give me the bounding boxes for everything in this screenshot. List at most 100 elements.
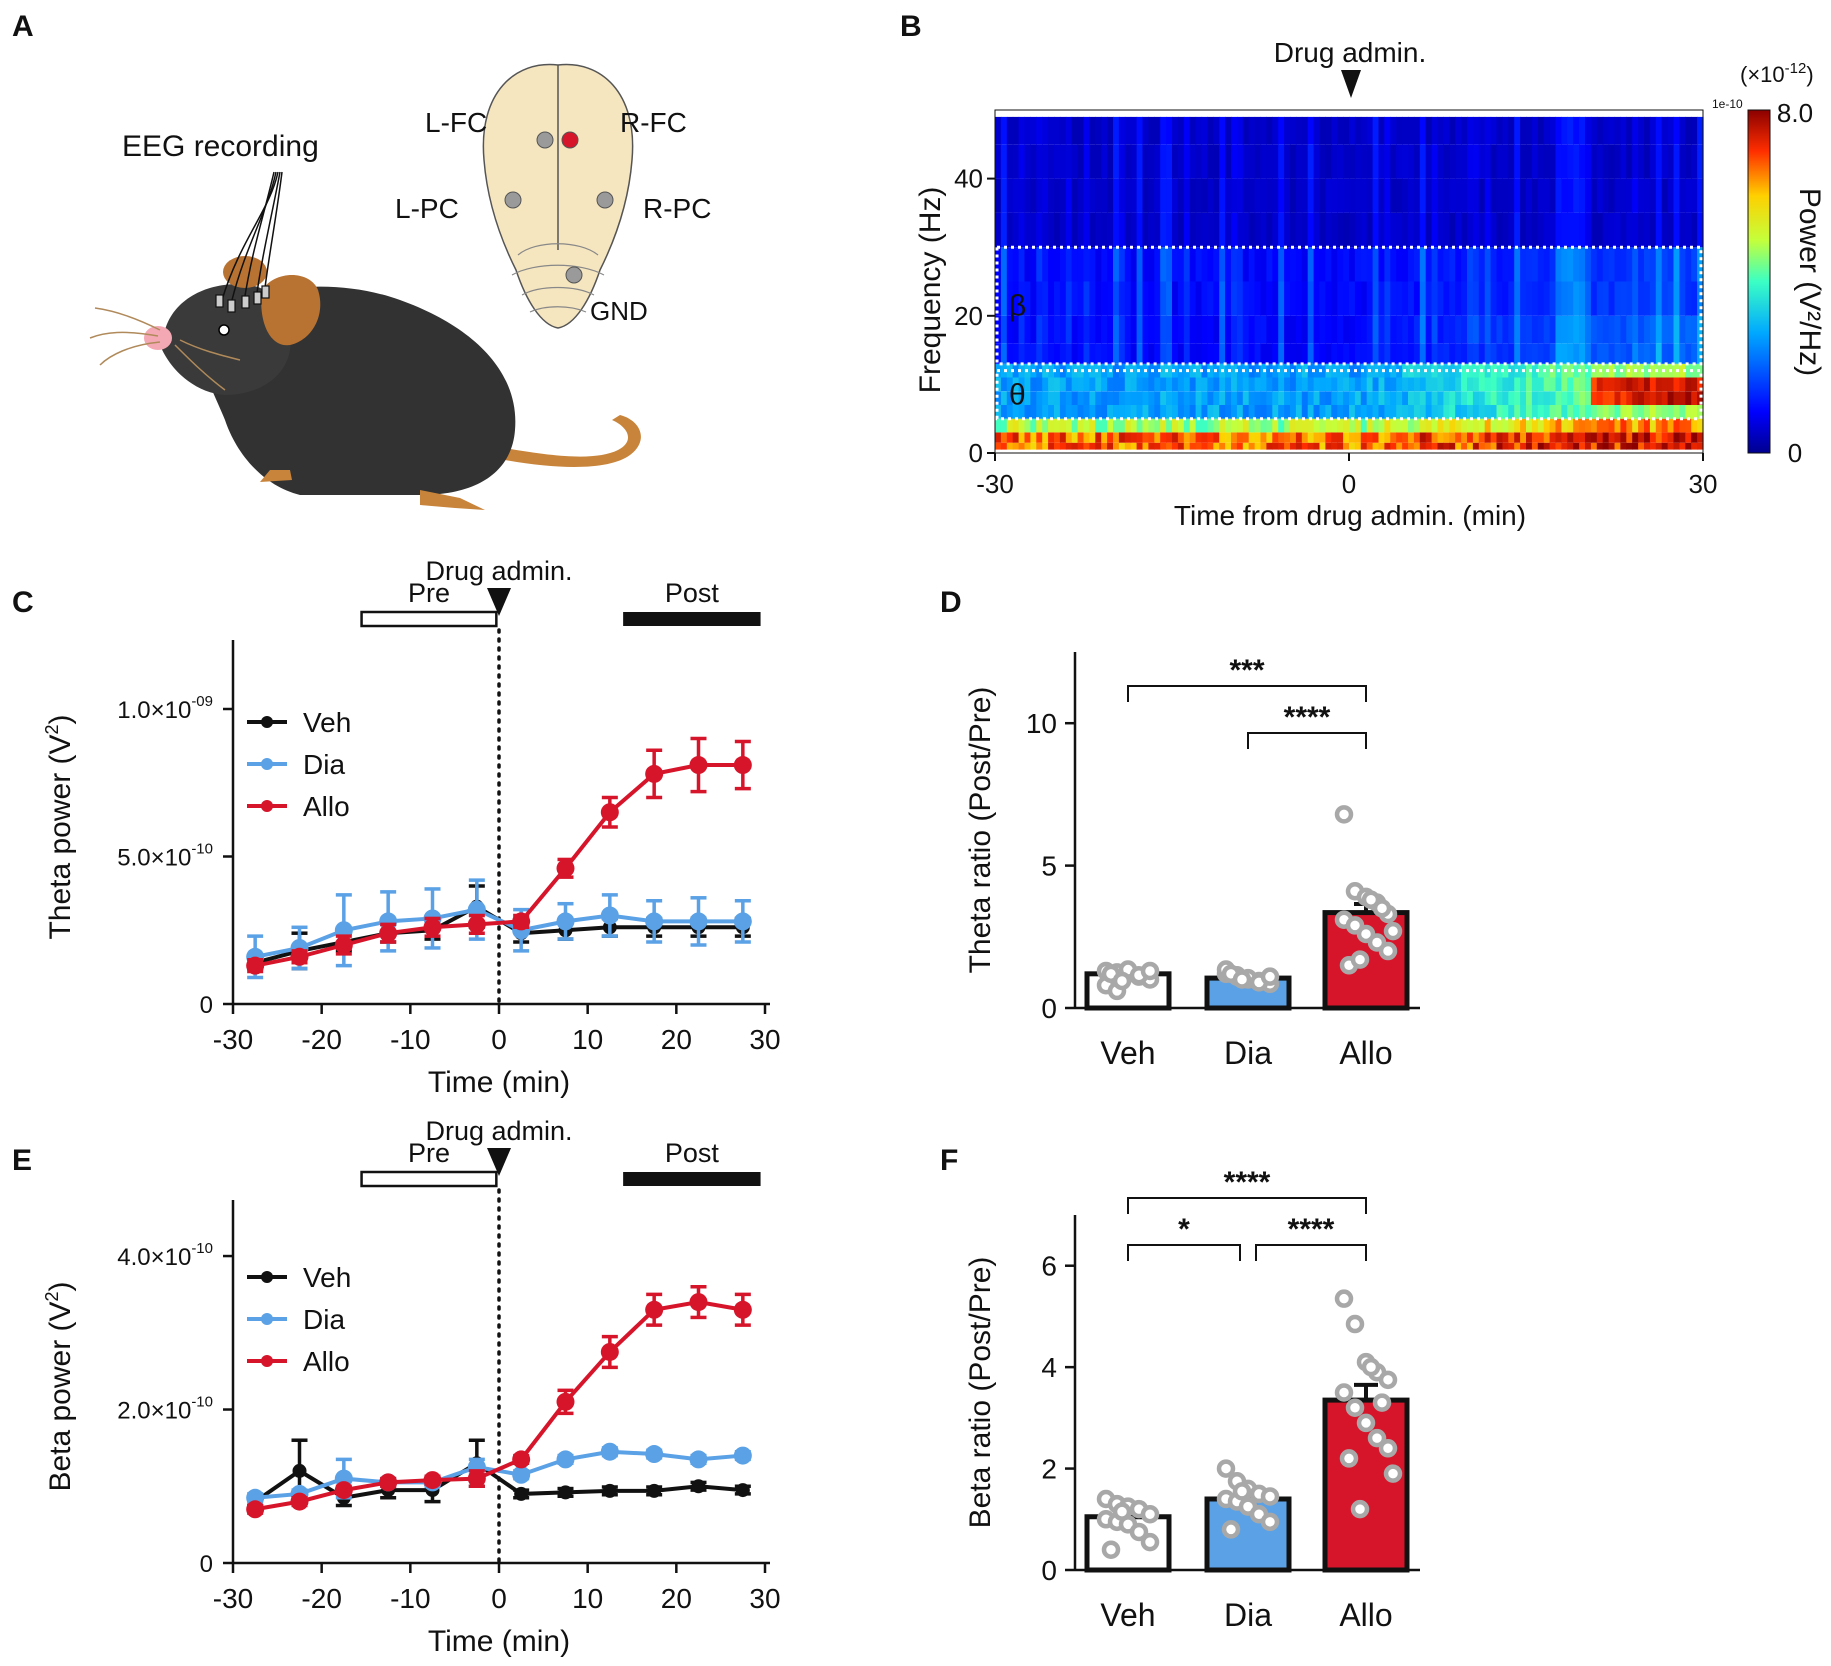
heatmap-cell [1366, 405, 1374, 419]
heatmap-cell [1425, 343, 1433, 364]
heatmap-cell [1319, 343, 1326, 364]
heatmap-cell [1579, 363, 1586, 378]
heatmap-cell [1172, 442, 1179, 450]
heatmap-cell [1189, 178, 1197, 213]
heatmap-cell [1449, 343, 1456, 364]
post-label: Post [665, 1138, 720, 1168]
heatmap-cell [1018, 144, 1026, 179]
heatmap-cell [1496, 247, 1503, 282]
heatmap-cell [1301, 144, 1309, 179]
heatmap-cell [1602, 405, 1610, 419]
heatmap-cell [1136, 418, 1144, 433]
heatmap-cell [1272, 144, 1279, 179]
heatmap-cell [1024, 247, 1031, 282]
heatmap-cell [1189, 377, 1197, 392]
heatmap-cell [1549, 315, 1557, 344]
heatmap-cell [1402, 247, 1409, 282]
ytick-label: 2 [1041, 1454, 1057, 1485]
heatmap-cell [1071, 432, 1079, 443]
heatmap-cell [1679, 391, 1686, 405]
data-point-dia [645, 1445, 664, 1464]
heatmap-cell [1177, 418, 1185, 433]
heatmap-cell [1472, 442, 1480, 450]
label-lfc: L-FC [425, 107, 487, 138]
heatmap-cell [1242, 432, 1250, 443]
heatmap-cell [1579, 377, 1586, 392]
heatmap-cell [1278, 343, 1285, 364]
heatmap-cell [1626, 247, 1633, 282]
heatmap-cell [1496, 212, 1503, 248]
heatmap-cell [1573, 281, 1580, 316]
heatmap-cell [1632, 178, 1639, 213]
heatmap-cell [1337, 212, 1344, 248]
heatmap-cell [1242, 116, 1250, 145]
legend-marker [261, 800, 273, 812]
mouse-tail [505, 415, 641, 467]
heatmap-cell [995, 418, 1002, 433]
heatmap-cell [1331, 442, 1338, 450]
heatmap-cell [1054, 405, 1061, 419]
heatmap-cell [1077, 432, 1085, 443]
heatmap-cell [1248, 116, 1256, 145]
heatmap-cell [1419, 247, 1427, 282]
data-point-dia [689, 1450, 708, 1469]
heatmap-cell [1490, 418, 1498, 433]
heatmap-cell [1042, 178, 1049, 213]
data-point-dia [556, 1450, 575, 1469]
legend-label-allo: Allo [303, 791, 350, 822]
heatmap-cell [1213, 212, 1220, 248]
heatmap-cell [1189, 212, 1197, 248]
heatmap-cell [1691, 442, 1698, 450]
heatmap-cell [1349, 247, 1356, 282]
heatmap-cell [1325, 343, 1332, 364]
heatmap-cell [1608, 247, 1616, 282]
heatmap-cell [1508, 116, 1515, 145]
heatmap-cell [1166, 418, 1173, 433]
heatmap-cell [1207, 391, 1214, 405]
heatmap-cell [1561, 116, 1568, 145]
heatmap-cell [995, 432, 1002, 443]
heatmap-cell [1384, 247, 1391, 282]
heatmap-cell [1596, 281, 1604, 316]
heatmap-cell [1319, 418, 1326, 433]
xtick-label: 20 [661, 1583, 692, 1614]
heatmap-cell [1685, 377, 1692, 392]
heatmap-cell [1136, 377, 1144, 392]
heatmap-cell [1148, 144, 1155, 179]
heatmap-cell [1425, 144, 1433, 179]
heatmap-cell [1036, 212, 1043, 248]
heatmap-cell [1337, 391, 1344, 405]
heatmap-cell [1490, 442, 1498, 450]
heatmap-cell [1113, 281, 1120, 316]
heatmap-cell [1620, 116, 1627, 145]
heatmap-cell [1006, 391, 1014, 405]
heatmap-cell [1059, 391, 1067, 405]
heatmap-cell [1455, 144, 1462, 179]
heatmap-cell [1543, 391, 1551, 405]
heatmap-cell [1496, 405, 1503, 419]
heatmap-cell [1337, 442, 1344, 450]
heatmap-cell [1154, 418, 1161, 433]
heatmap-cell [1366, 178, 1374, 213]
heatmap-cell [1655, 281, 1663, 316]
heatmap-cell [1543, 377, 1551, 392]
heatmap-cell [1272, 432, 1279, 443]
heatmap-cell [1413, 247, 1421, 282]
heatmap-cell [1254, 442, 1262, 450]
heatmap-cell [1024, 281, 1031, 316]
heatmap-cell [1567, 116, 1574, 145]
heatmap-cell [1467, 144, 1474, 179]
heatmap-cell [1201, 281, 1208, 316]
heatmap-cell [1455, 363, 1462, 378]
heatmap-cell [1478, 281, 1486, 316]
heatmap-cell [1685, 281, 1692, 316]
heatmap-cell [1272, 363, 1279, 378]
individual-point [1361, 1357, 1381, 1377]
heatmap-cell [1437, 315, 1444, 344]
heatmap-cell [1472, 315, 1480, 344]
heatmap-cell [1301, 391, 1309, 405]
heatmap-cell [1095, 418, 1102, 433]
heatmap-cell [1644, 391, 1651, 405]
heatmap-cell [1691, 315, 1698, 344]
heatmap-cell [1142, 212, 1149, 248]
